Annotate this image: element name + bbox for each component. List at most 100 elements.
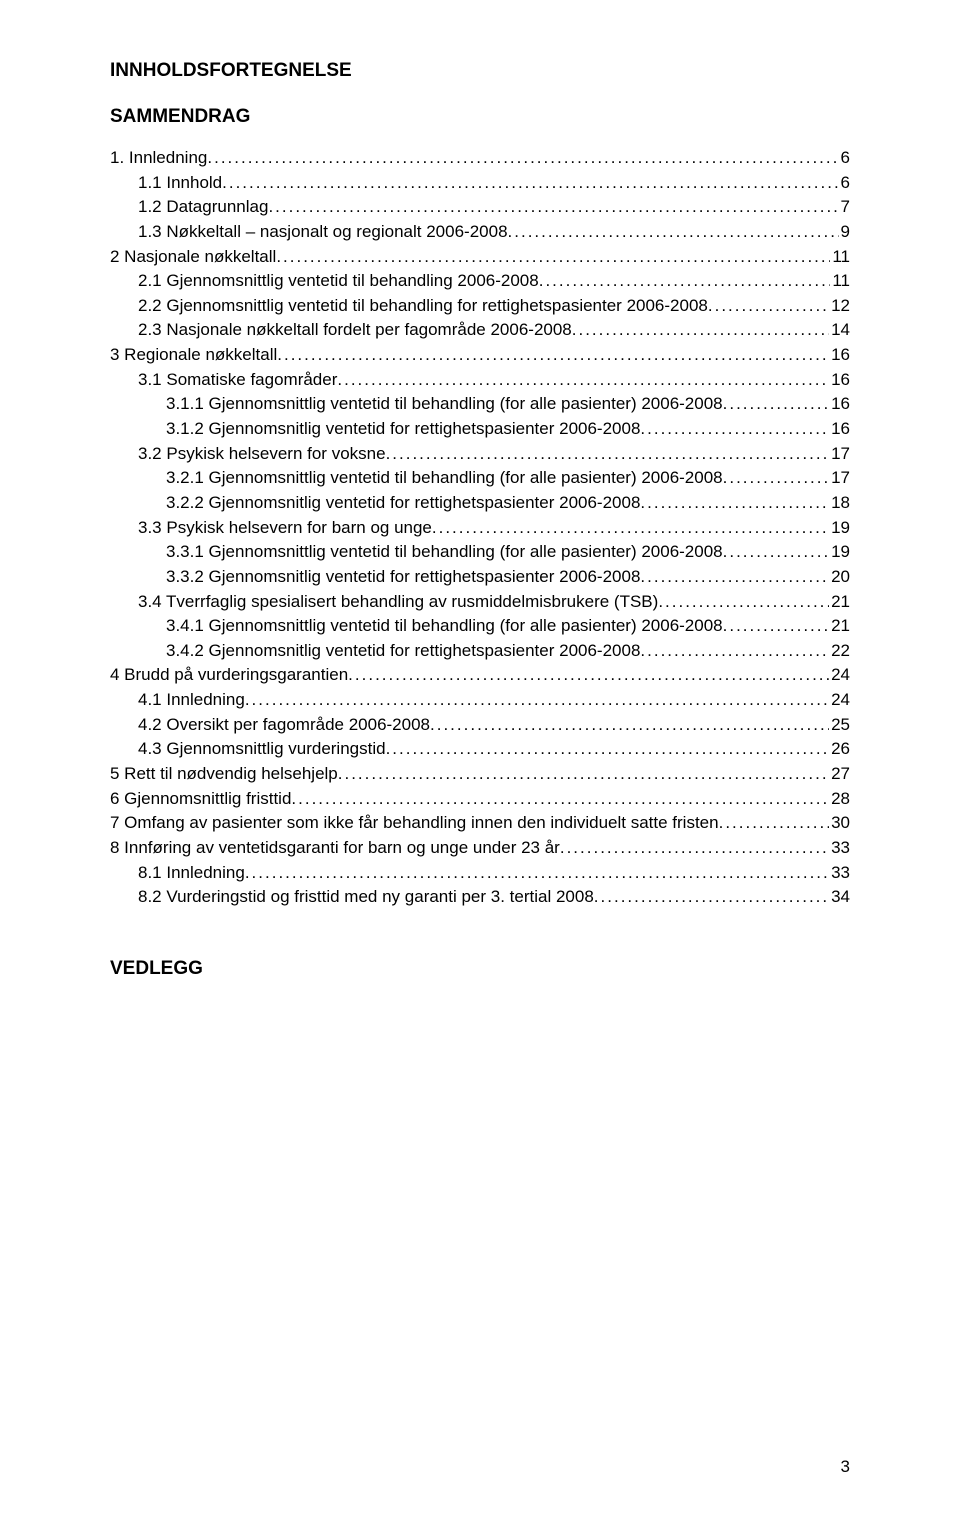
toc-leader-dots: ........................................…	[222, 171, 838, 196]
toc-entry-page: 30	[829, 811, 850, 836]
toc-leader-dots: ........................................…	[572, 318, 829, 343]
toc-entry-label: 1.1 Innhold	[138, 171, 222, 196]
toc-entry: 1.2 Datagrunnlag........................…	[110, 195, 850, 220]
toc-entry: 3.4.2 Gjennomsnitlig ventetid for rettig…	[110, 639, 850, 664]
toc-entry-page: 22	[829, 639, 850, 664]
toc-entry: 3.3.1 Gjennomsnittlig ventetid til behan…	[110, 540, 850, 565]
toc-entry: 3.4 Tverrfaglig spesialisert behandling …	[110, 590, 850, 615]
toc-entry-label: 3.2.2 Gjennomsnitlig ventetid for rettig…	[166, 491, 640, 516]
toc-entry: 8.1 Innledning..........................…	[110, 861, 850, 886]
toc-entry-label: 7 Omfang av pasienter som ikke får behan…	[110, 811, 719, 836]
toc-entry: 7 Omfang av pasienter som ikke får behan…	[110, 811, 850, 836]
toc-leader-dots: ........................................…	[658, 590, 829, 615]
toc-leader-dots: ........................................…	[291, 787, 829, 812]
toc-entry-label: 4.2 Oversikt per fagområde 2006-2008	[138, 713, 430, 738]
document-page: INNHOLDSFORTEGNELSE SAMMENDRAG 1. Innled…	[0, 0, 960, 1527]
toc-entry-page: 11	[830, 245, 850, 270]
toc-entry-label: 3.2 Psykisk helsevern for voksne	[138, 442, 386, 467]
toc-leader-dots: ........................................…	[386, 442, 830, 467]
toc-entry: 3.3.2 Gjennomsnitlig ventetid for rettig…	[110, 565, 850, 590]
toc-entry: 3.2.2 Gjennomsnitlig ventetid for rettig…	[110, 491, 850, 516]
toc-entry-page: 24	[829, 663, 850, 688]
toc-entry: 3.4.1 Gjennomsnittlig ventetid til behan…	[110, 614, 850, 639]
toc-entry-page: 33	[829, 836, 850, 861]
toc-leader-dots: ........................................…	[508, 220, 839, 245]
toc-leader-dots: ........................................…	[207, 146, 838, 171]
toc-entry-label: 3.3 Psykisk helsevern for barn og unge	[138, 516, 432, 541]
toc-entry: 1.3 Nøkkeltall – nasjonalt og regionalt …	[110, 220, 850, 245]
toc-entry-label: 3.4.2 Gjennomsnitlig ventetid for rettig…	[166, 639, 640, 664]
toc-entry-page: 21	[829, 614, 850, 639]
toc-entry-page: 16	[829, 392, 850, 417]
page-number: 3	[841, 1457, 850, 1477]
toc-entry-page: 17	[829, 442, 850, 467]
toc-leader-dots: ........................................…	[708, 294, 829, 319]
toc-entry-page: 12	[829, 294, 850, 319]
toc-leader-dots: ........................................…	[432, 516, 829, 541]
toc-entry: 4 Brudd på vurderingsgarantien..........…	[110, 663, 850, 688]
toc-entry-label: 3 Regionale nøkkeltall	[110, 343, 277, 368]
toc-entry-label: 2.3 Nasjonale nøkkeltall fordelt per fag…	[138, 318, 572, 343]
toc-entry-page: 9	[839, 220, 850, 245]
toc-leader-dots: ........................................…	[719, 811, 829, 836]
toc-entry-label: 2.2 Gjennomsnittlig ventetid til behandl…	[138, 294, 708, 319]
toc-entry-label: 3.4.1 Gjennomsnittlig ventetid til behan…	[166, 614, 723, 639]
toc-entry-page: 11	[830, 269, 850, 294]
toc-leader-dots: ........................................…	[430, 713, 829, 738]
toc-entry-label: 8.1 Innledning	[138, 861, 245, 886]
toc-leader-dots: ........................................…	[723, 540, 829, 565]
toc-entry: 2.3 Nasjonale nøkkeltall fordelt per fag…	[110, 318, 850, 343]
toc-entry: 3.1 Somatiske fagområder................…	[110, 368, 850, 393]
toc-entry: 3.2.1 Gjennomsnittlig ventetid til behan…	[110, 466, 850, 491]
toc-entry: 2.2 Gjennomsnittlig ventetid til behandl…	[110, 294, 850, 319]
toc-entry-page: 25	[829, 713, 850, 738]
toc-entry-page: 19	[829, 540, 850, 565]
toc-leader-dots: ........................................…	[723, 392, 829, 417]
toc-leader-dots: ........................................…	[539, 269, 831, 294]
toc-entry: 3.1.2 Gjennomsnitlig ventetid for rettig…	[110, 417, 850, 442]
toc-entry-label: 8.2 Vurderingstid og fristtid med ny gar…	[138, 885, 594, 910]
toc-entry-label: 3.2.1 Gjennomsnittlig ventetid til behan…	[166, 466, 723, 491]
toc-entry-page: 24	[829, 688, 850, 713]
toc-entry: 4.1 Innledning..........................…	[110, 688, 850, 713]
toc-entry-label: 6 Gjennomsnittlig fristtid	[110, 787, 291, 812]
toc-entry-page: 28	[829, 787, 850, 812]
toc-leader-dots: ........................................…	[245, 861, 829, 886]
toc-entry-page: 7	[839, 195, 850, 220]
toc-entry-page: 34	[829, 885, 850, 910]
toc-entry: 5 Rett til nødvendig helsehjelp.........…	[110, 762, 850, 787]
toc-entry: 1.1 Innhold.............................…	[110, 171, 850, 196]
toc-leader-dots: ........................................…	[386, 737, 830, 762]
toc-entry-page: 26	[829, 737, 850, 762]
toc-entry-page: 27	[829, 762, 850, 787]
toc-entry: 3.2 Psykisk helsevern for voksne........…	[110, 442, 850, 467]
toc-heading: INNHOLDSFORTEGNELSE	[110, 60, 850, 82]
toc-entry-page: 17	[829, 466, 850, 491]
toc-entry-page: 16	[829, 417, 850, 442]
toc-entry: 8 Innføring av ventetidsgaranti for barn…	[110, 836, 850, 861]
toc-entry-page: 14	[829, 318, 850, 343]
toc-entry-label: 4.1 Innledning	[138, 688, 245, 713]
toc-entry: 2 Nasjonale nøkkeltall..................…	[110, 245, 850, 270]
toc-entry: 3.1.1 Gjennomsnittlig ventetid til behan…	[110, 392, 850, 417]
toc-leader-dots: ........................................…	[560, 836, 829, 861]
toc-leader-dots: ........................................…	[268, 195, 838, 220]
summary-heading: SAMMENDRAG	[110, 106, 850, 128]
toc-leader-dots: ........................................…	[640, 491, 829, 516]
toc-leader-dots: ........................................…	[594, 885, 829, 910]
toc-leader-dots: ........................................…	[245, 688, 829, 713]
toc-entry-page: 18	[829, 491, 850, 516]
appendix-heading: VEDLEGG	[110, 958, 850, 980]
toc-entry-label: 3.1 Somatiske fagområder	[138, 368, 337, 393]
toc-entry-label: 3.3.1 Gjennomsnittlig ventetid til behan…	[166, 540, 723, 565]
toc-leader-dots: ........................................…	[723, 614, 829, 639]
toc-entry-label: 1.2 Datagrunnlag	[138, 195, 268, 220]
toc-entry-page: 6	[839, 171, 850, 196]
toc-entry-label: 4.3 Gjennomsnittlig vurderingstid	[138, 737, 386, 762]
toc-entry-page: 20	[829, 565, 850, 590]
toc-leader-dots: ........................................…	[640, 639, 829, 664]
toc-entry: 2.1 Gjennomsnittlig ventetid til behandl…	[110, 269, 850, 294]
toc-entry: 4.2 Oversikt per fagområde 2006-2008....…	[110, 713, 850, 738]
toc-leader-dots: ........................................…	[723, 466, 829, 491]
toc-leader-dots: ........................................…	[348, 663, 829, 688]
